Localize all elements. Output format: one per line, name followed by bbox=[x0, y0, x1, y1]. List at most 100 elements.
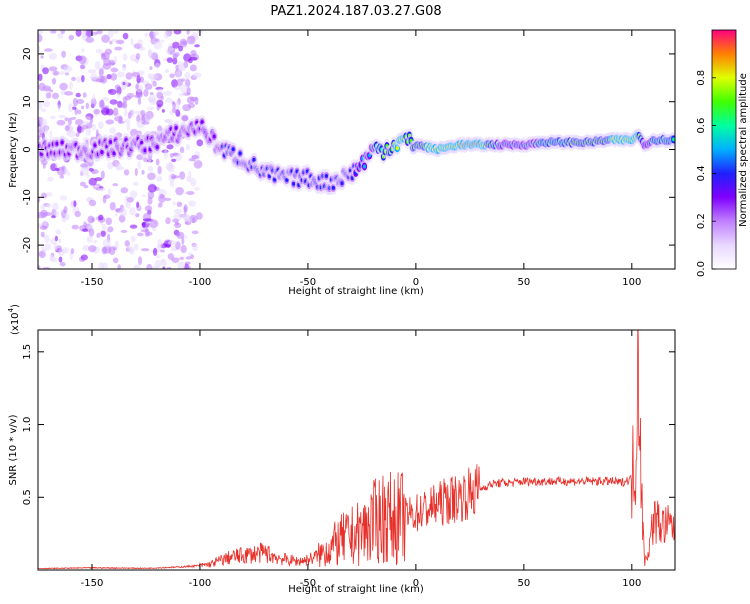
spectrogram-noise-blob bbox=[102, 195, 107, 204]
spectrogram-noise-blob bbox=[57, 32, 64, 39]
spectrogram-peak bbox=[238, 151, 242, 156]
spectrogram-noise-blob bbox=[40, 204, 46, 210]
spectrogram-noise-blob bbox=[81, 258, 86, 262]
spectrogram-peak bbox=[273, 177, 277, 182]
y-tick-label: 1.0 bbox=[22, 417, 33, 433]
spectrogram-noise-blob bbox=[113, 30, 119, 34]
spectrogram-noise-blob bbox=[173, 208, 182, 214]
spectrogram-noise-blob bbox=[113, 244, 120, 248]
spectrogram-noise-blob bbox=[87, 215, 95, 224]
spectrogram-noise-blob bbox=[160, 95, 164, 101]
spectrogram-noise-blob bbox=[159, 193, 164, 199]
spectrogram-peak bbox=[252, 157, 256, 162]
spectrogram-noise-blob bbox=[82, 245, 90, 252]
spectrogram-noise-blob bbox=[154, 62, 161, 69]
spectrogram-noise-blob bbox=[173, 86, 182, 91]
spectrogram-noise-blob bbox=[157, 239, 163, 249]
spectrogram-noise-blob bbox=[164, 68, 170, 73]
spectrogram-noise-blob bbox=[48, 52, 58, 61]
spectrogram-noise-blob bbox=[122, 32, 129, 40]
spectrogram-noise-blob bbox=[40, 231, 45, 238]
spectrogram-noise-blob bbox=[163, 149, 168, 159]
spectrogram-noise-blob bbox=[119, 207, 127, 217]
spectrogram-noise-blob bbox=[114, 84, 121, 90]
spectrogram-noise-blob bbox=[175, 233, 181, 237]
spectrogram-noise-blob bbox=[126, 122, 131, 132]
x-tick-label: 0 bbox=[413, 578, 419, 589]
spectrogram-noise-blob bbox=[190, 177, 197, 187]
spectrogram-noise-blob bbox=[74, 210, 81, 218]
spectrogram-noise-blob bbox=[137, 232, 144, 237]
spectrogram-noise-blob bbox=[191, 230, 199, 235]
spectrogram-noise-blob bbox=[134, 94, 140, 98]
spectrogram-noise-blob bbox=[75, 92, 81, 98]
spectrogram-noise-blob bbox=[82, 228, 88, 232]
spectrogram-noise-blob bbox=[45, 92, 52, 99]
spectrogram-noise-blob bbox=[118, 102, 126, 108]
spectrogram-noise-blob bbox=[184, 234, 188, 240]
spectrogram-noise-blob bbox=[147, 73, 152, 80]
spectrogram-noise-blob bbox=[167, 240, 177, 246]
colorbar-tick-label: 0.6 bbox=[696, 118, 707, 134]
snr-series-line bbox=[38, 330, 675, 570]
spectrogram-noise-blob bbox=[160, 259, 167, 268]
spectrogram-noise-blob bbox=[177, 261, 185, 269]
spectrogram-noise-blob bbox=[54, 235, 58, 242]
spectrogram-noise-blob bbox=[140, 248, 150, 252]
spectrogram-noise-blob bbox=[155, 254, 161, 259]
spectrogram-noise-blob bbox=[86, 173, 90, 178]
spectrogram-noise-blob bbox=[68, 34, 75, 41]
spectrogram-noise-blob bbox=[90, 97, 97, 107]
spectrogram-noise-blob bbox=[85, 102, 90, 110]
spectrogram-noise-blob bbox=[171, 107, 177, 114]
spectrogram-noise-blob bbox=[88, 245, 97, 253]
spectrogram-noise-blob bbox=[75, 30, 82, 37]
spectrogram-noise-blob bbox=[118, 214, 126, 223]
spectrogram-noise-blob bbox=[173, 30, 182, 35]
spectrogram-noise-blob bbox=[101, 262, 108, 269]
spectrogram-noise-blob bbox=[45, 203, 52, 208]
spectrogram-noise-blob bbox=[42, 100, 51, 108]
spectrogram-noise-blob bbox=[65, 125, 70, 131]
spectrogram-noise-blob bbox=[101, 246, 108, 255]
spectrogram-noise-blob bbox=[135, 83, 139, 90]
spectrogram-noise-blob bbox=[61, 50, 66, 58]
spectrogram-noise-blob bbox=[83, 184, 89, 189]
spectrogram-noise-blob bbox=[136, 75, 141, 84]
spectrogram-peak bbox=[112, 151, 116, 156]
spectrogram-noise-blob bbox=[122, 53, 128, 61]
spectrogram-noise-blob bbox=[49, 254, 54, 262]
spectrogram-noise-blob bbox=[166, 266, 172, 269]
spectrogram-noise-blob bbox=[42, 163, 46, 169]
spectrogram-peak bbox=[672, 137, 675, 142]
spectrogram-noise-blob bbox=[70, 248, 75, 255]
spectrogram-noise-blob bbox=[87, 224, 94, 230]
spectrogram-noise-blob bbox=[88, 68, 97, 74]
spectrogram-noise-blob bbox=[144, 32, 148, 37]
spectrogram-noise-blob bbox=[109, 127, 117, 134]
spectrogram-noise-blob bbox=[148, 94, 157, 103]
spectrogram-peak bbox=[55, 141, 59, 146]
spectrogram-noise-blob bbox=[147, 48, 153, 58]
spectrogram-noise-blob bbox=[41, 248, 47, 253]
spectrogram-noise-blob bbox=[129, 190, 138, 199]
spectrogram-noise-blob bbox=[163, 90, 173, 97]
snr-frame bbox=[37, 329, 676, 571]
spectrogram-noise-blob bbox=[101, 97, 110, 102]
spectrogram-noise-blob bbox=[181, 114, 189, 122]
spectrogram-peak bbox=[174, 126, 178, 131]
top-x-axis-label: Height of straight line (km) bbox=[288, 286, 424, 297]
spectrogram-noise-blob bbox=[172, 218, 179, 223]
spectrogram-noise-blob bbox=[67, 171, 71, 177]
spectrogram-noise-blob bbox=[67, 103, 74, 113]
spectrogram-noise-blob bbox=[38, 223, 43, 228]
spectrogram-noise-blob bbox=[40, 108, 47, 112]
top-y-axis-label: Frequency (Hz) bbox=[8, 112, 19, 188]
spectrogram-noise-blob bbox=[59, 261, 66, 267]
spectrogram-noise-blob bbox=[152, 80, 157, 87]
spectrogram-noise-blob bbox=[118, 115, 123, 124]
spectrogram-noise-blob bbox=[188, 200, 196, 207]
spectrogram-noise-blob bbox=[47, 176, 54, 182]
y-tick-label: -20 bbox=[22, 237, 33, 253]
spectrogram-noise-blob bbox=[194, 96, 199, 105]
